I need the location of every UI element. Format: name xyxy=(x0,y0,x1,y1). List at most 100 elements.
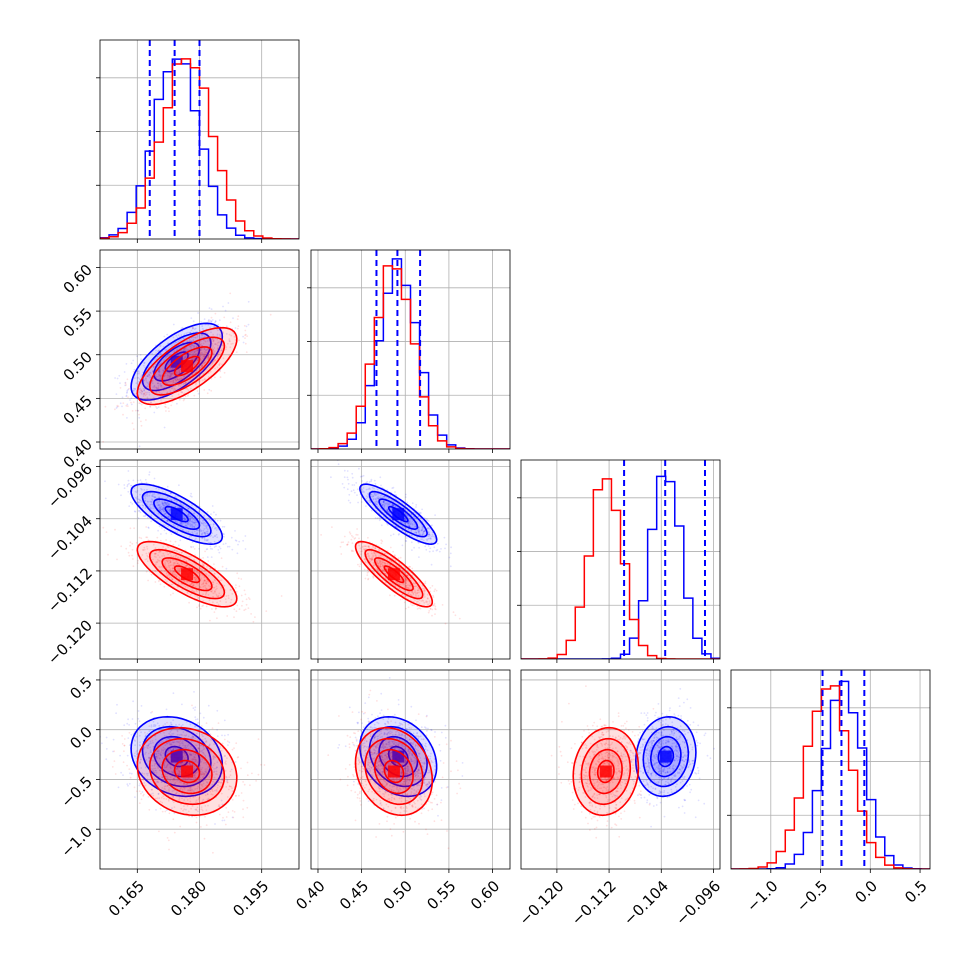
scatter-point xyxy=(393,533,395,535)
scatter-point xyxy=(116,393,118,395)
scatter-point xyxy=(231,549,233,551)
scatter-point xyxy=(203,389,205,391)
scatter-point xyxy=(375,483,377,485)
scatter-point xyxy=(224,820,226,822)
scatter-point xyxy=(197,312,199,314)
scatter-point xyxy=(245,343,247,345)
scatter-point xyxy=(432,585,434,587)
scatter-point xyxy=(239,585,241,587)
scatter-point xyxy=(354,492,356,494)
scatter-point xyxy=(352,536,354,538)
scatter-point xyxy=(160,583,162,585)
scatter-point xyxy=(430,587,432,589)
scatter-point xyxy=(434,613,436,615)
scatter-point xyxy=(450,553,452,555)
scatter-point xyxy=(193,691,195,693)
scatter-point xyxy=(165,410,167,412)
scatter-point xyxy=(354,538,356,540)
scatter-point xyxy=(146,571,148,573)
scatter-point xyxy=(132,422,134,424)
scatter-point xyxy=(135,511,137,513)
scatter-point xyxy=(200,713,202,715)
scatter-point xyxy=(138,785,140,787)
scatter-point xyxy=(204,318,206,320)
scatter-point xyxy=(242,540,244,542)
scatter-point xyxy=(425,549,427,551)
scatter-point xyxy=(106,737,108,739)
scatter-point xyxy=(164,530,166,532)
density-peak-1 xyxy=(181,568,193,580)
scatter-point xyxy=(426,518,428,520)
scatter-point xyxy=(201,605,203,607)
scatter-point xyxy=(357,564,359,566)
scatter-point xyxy=(220,376,222,378)
scatter-point xyxy=(134,796,136,798)
scatter-point xyxy=(371,510,373,512)
scatter-point xyxy=(405,494,407,496)
scatter-point xyxy=(420,608,422,610)
scatter-point xyxy=(400,557,402,559)
scatter-point xyxy=(203,717,205,719)
scatter-point xyxy=(223,533,225,535)
scatter-point xyxy=(214,611,216,613)
scatter-point xyxy=(437,543,439,545)
scatter-point xyxy=(246,598,248,600)
scatter-point xyxy=(227,546,229,548)
scatter-point xyxy=(246,326,248,328)
scatter-point xyxy=(340,546,342,548)
scatter-point xyxy=(236,610,238,612)
scatter-point xyxy=(236,605,238,607)
scatter-point xyxy=(381,524,383,526)
scatter-point xyxy=(145,419,147,421)
scatter-point xyxy=(116,407,118,409)
scatter-point xyxy=(226,568,228,570)
scatter-point xyxy=(130,527,132,529)
scatter-point xyxy=(358,468,360,470)
scatter-point xyxy=(195,719,197,721)
scatter-point xyxy=(160,533,162,535)
scatter-point xyxy=(214,377,216,379)
scatter-point xyxy=(183,398,185,400)
scatter-point xyxy=(211,317,213,319)
scatter-point xyxy=(196,607,198,609)
scatter-point xyxy=(127,737,129,739)
scatter-point xyxy=(442,604,444,606)
scatter-point xyxy=(188,602,190,604)
scatter-point xyxy=(126,392,128,394)
scatter-point xyxy=(161,527,163,529)
scatter-point xyxy=(126,395,128,397)
scatter-point xyxy=(218,552,220,554)
scatter-point xyxy=(198,548,200,550)
scatter-point xyxy=(146,537,148,539)
scatter-point xyxy=(155,809,157,811)
scatter-point xyxy=(113,739,115,741)
scatter-point xyxy=(435,608,437,610)
scatter-point xyxy=(235,587,237,589)
scatter-point xyxy=(216,617,218,619)
scatter-point xyxy=(246,351,248,353)
scatter-point xyxy=(105,406,107,408)
scatter-point xyxy=(445,623,447,625)
scatter-point xyxy=(434,603,436,605)
scatter-point xyxy=(222,820,224,822)
scatter-point xyxy=(125,548,127,550)
scatter-point xyxy=(138,710,140,712)
scatter-point xyxy=(211,608,213,610)
scatter-point xyxy=(150,521,152,523)
scatter-point xyxy=(147,580,149,582)
scatter-point xyxy=(213,563,215,565)
scatter-point xyxy=(237,315,239,317)
scatter-panel xyxy=(102,470,282,623)
scatter-point xyxy=(172,593,174,595)
scatter-point xyxy=(434,514,436,516)
scatter-point xyxy=(371,479,373,481)
scatter-point xyxy=(132,718,134,720)
scatter-point xyxy=(361,480,363,482)
scatter-point xyxy=(176,403,178,405)
scatter-point xyxy=(115,712,117,714)
scatter-point xyxy=(364,569,366,571)
scatter-point xyxy=(244,325,246,327)
scatter-point xyxy=(125,405,127,407)
scatter-point xyxy=(432,550,434,552)
